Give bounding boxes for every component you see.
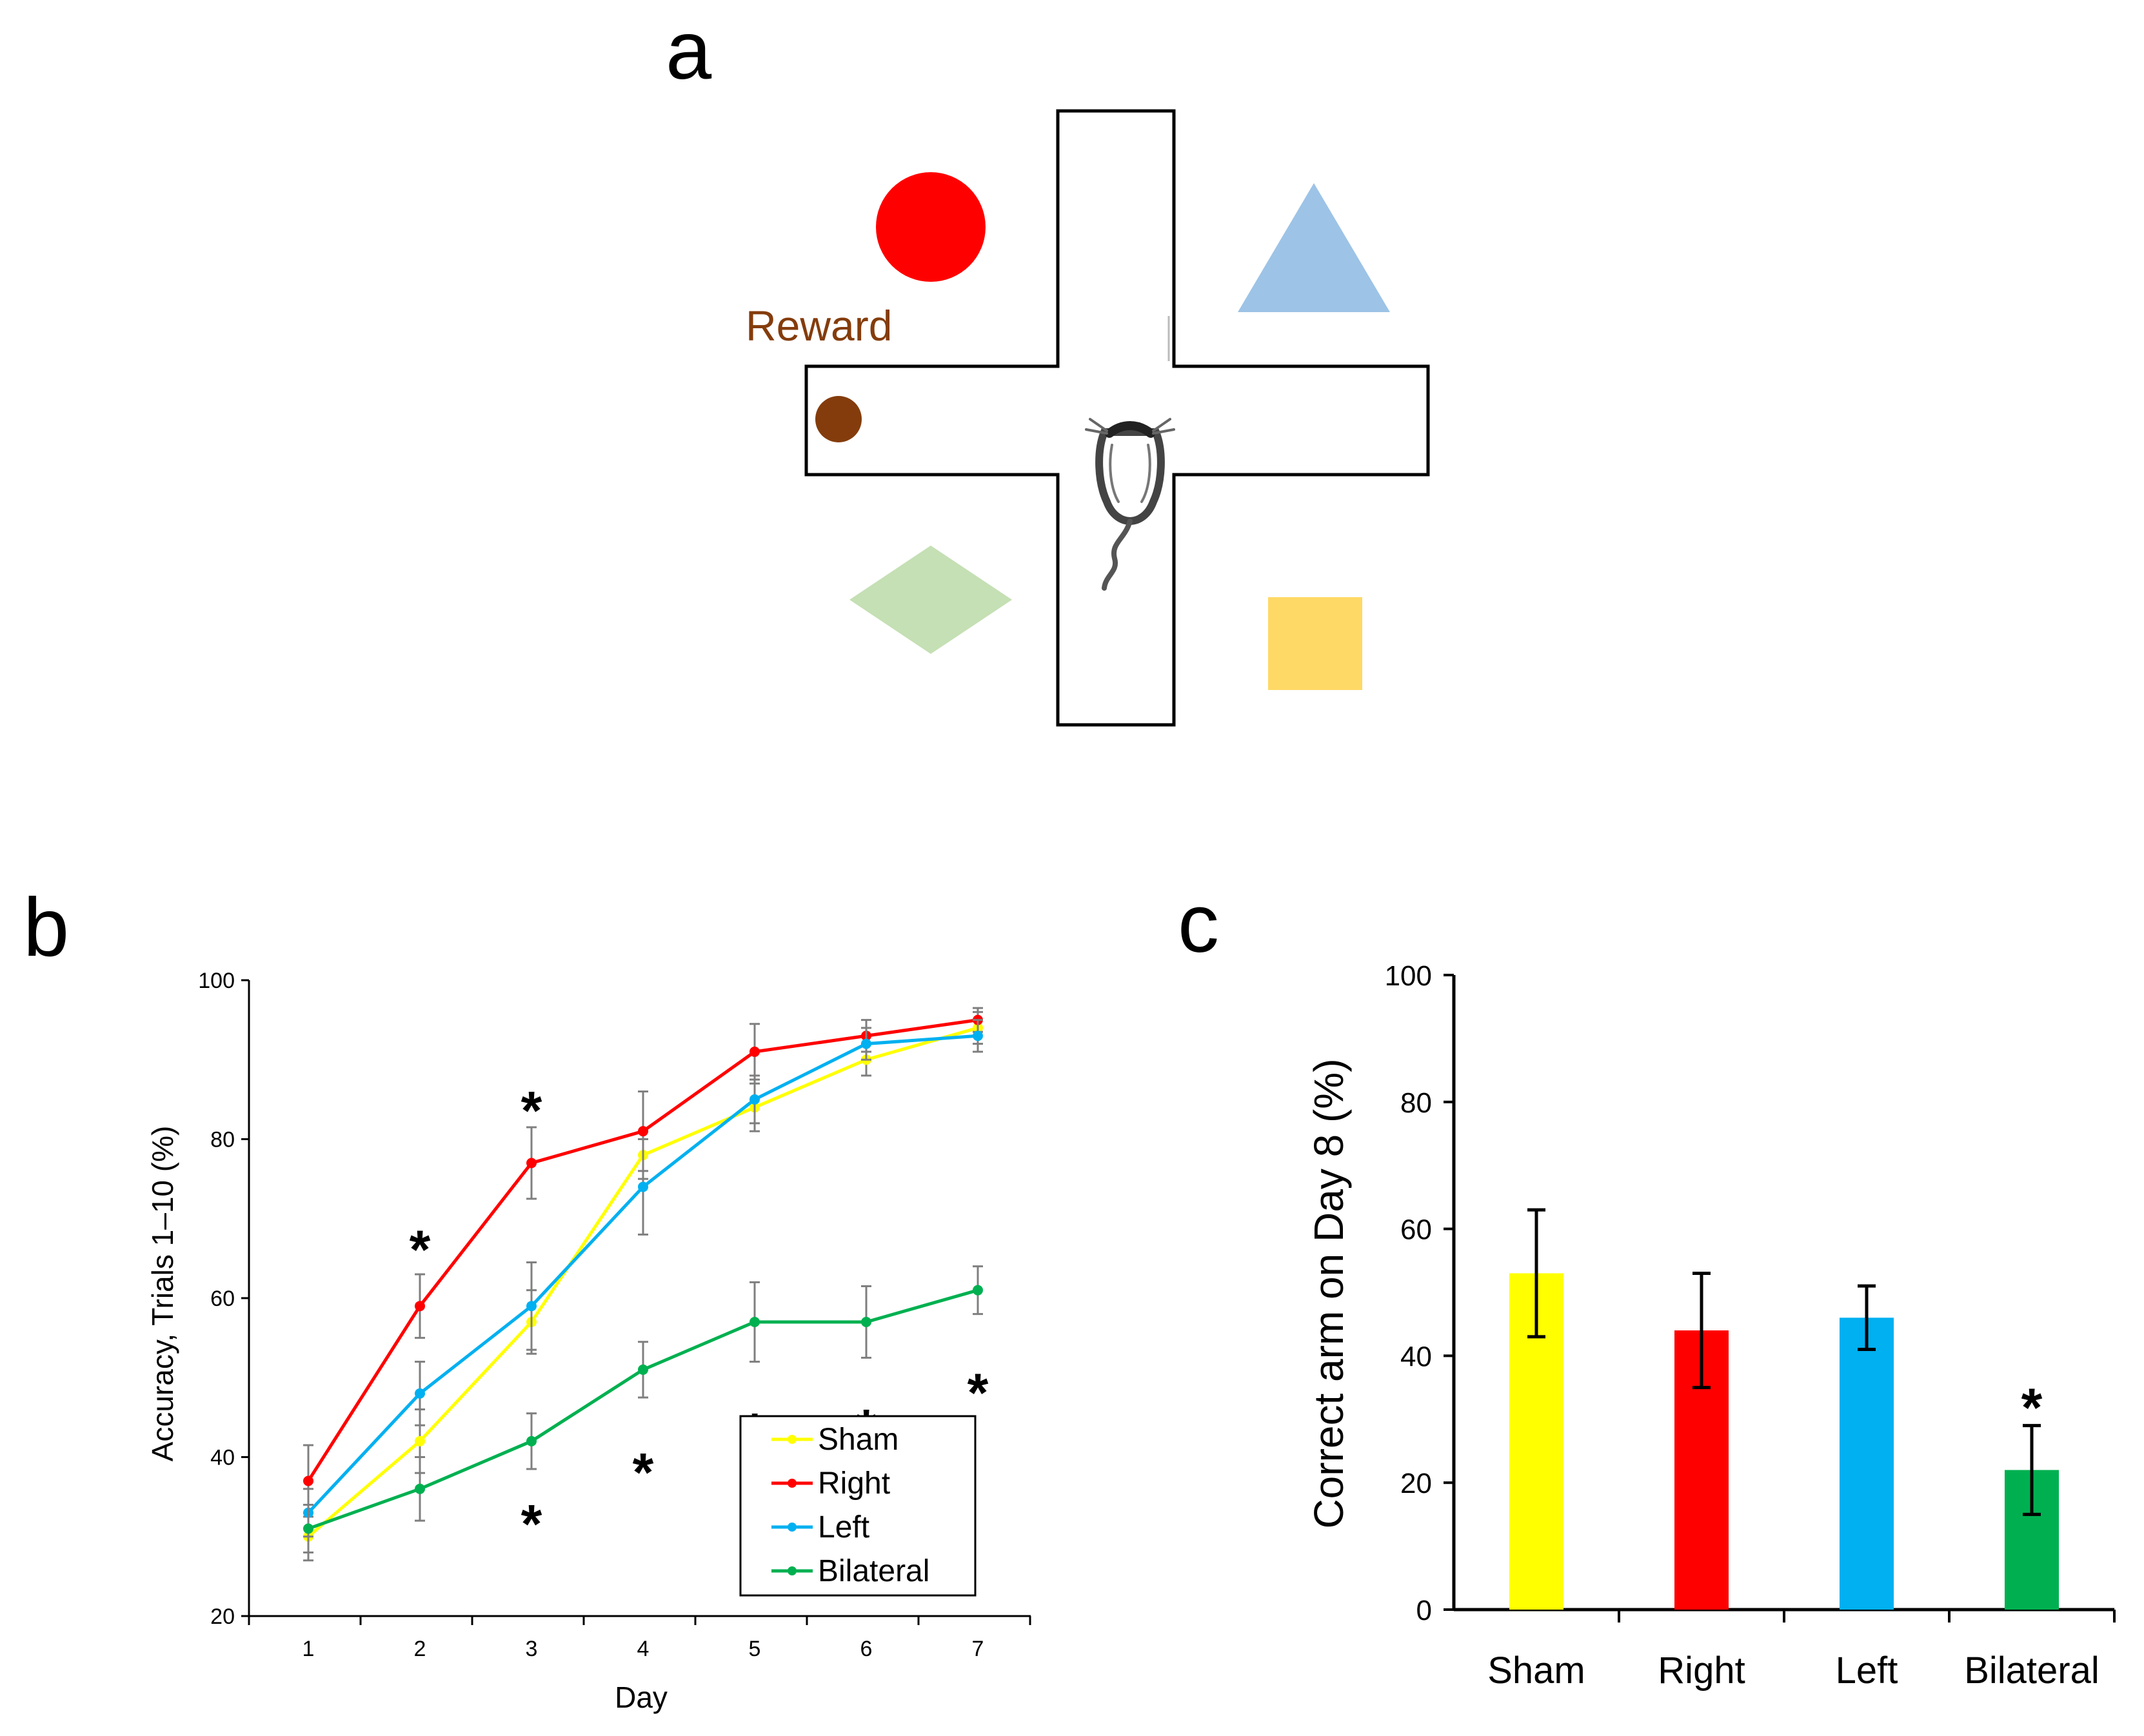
data-point xyxy=(638,1364,648,1375)
chart-c-significance: * xyxy=(2021,1377,2043,1437)
data-point xyxy=(415,1388,425,1399)
cross-maze xyxy=(804,109,1430,727)
x-tick-label-4: 4 xyxy=(637,1637,650,1661)
y-tick-label-100: 100 xyxy=(1385,960,1432,992)
data-point xyxy=(526,1435,537,1446)
data-point xyxy=(526,1158,537,1169)
chart-b-legend: Sham Right Left Bilateral xyxy=(739,1415,977,1597)
significance-star: * xyxy=(521,1494,542,1554)
chart-b-y-axis-label: Accuracy, Trials 1–10 (%) xyxy=(146,1126,179,1462)
chart-b-series xyxy=(303,1007,983,1562)
legend-marker-left xyxy=(788,1523,797,1532)
reward-label: Reward xyxy=(746,302,892,350)
chart-b-x-axis-label: Day xyxy=(615,1681,668,1714)
legend-label-right: Right xyxy=(818,1466,890,1501)
chart-c-x-ticks xyxy=(1618,1610,2116,1623)
series-bilateral xyxy=(303,1265,983,1554)
data-point xyxy=(415,1301,425,1312)
y-tick-label-0: 0 xyxy=(1416,1595,1432,1626)
data-point xyxy=(973,1285,983,1296)
chart-c-category-labels: Sham Right Left Bilateral xyxy=(1487,1650,2099,1692)
category-label-sham: Sham xyxy=(1487,1650,1585,1692)
category-label-right: Right xyxy=(1658,1650,1745,1692)
yellow-square-cue xyxy=(1268,597,1362,690)
panel-b-letter: b xyxy=(23,882,69,974)
panel-a-letter: a xyxy=(666,5,712,97)
chart-b-x-ticks: 1 2 3 4 5 6 7 xyxy=(248,1616,1031,1661)
data-point xyxy=(415,1483,425,1494)
data-point xyxy=(526,1301,537,1312)
data-point xyxy=(415,1435,425,1446)
legend-marker-right xyxy=(788,1479,797,1488)
chart-b-y-ticks: 20 40 60 80 100 xyxy=(198,969,249,1629)
legend-entry-right: Right xyxy=(771,1466,890,1501)
blue-triangle-cue xyxy=(1238,183,1390,312)
y-tick-label-20: 20 xyxy=(1400,1468,1432,1499)
category-label-left: Left xyxy=(1836,1650,1898,1692)
y-tick-label-80: 80 xyxy=(210,1128,235,1152)
data-point xyxy=(973,1031,983,1041)
x-tick-label-3: 3 xyxy=(526,1637,538,1661)
legend-label-sham: Sham xyxy=(818,1423,898,1457)
red-circle-cue xyxy=(876,172,986,282)
significance-star: * xyxy=(633,1442,654,1503)
data-point xyxy=(303,1475,313,1486)
significance-star: * xyxy=(968,1363,989,1423)
bar-left xyxy=(1840,1317,1894,1610)
y-tick-label-60: 60 xyxy=(1400,1214,1432,1246)
legend-label-bilateral: Bilateral xyxy=(818,1554,929,1588)
x-tick-label-1: 1 xyxy=(303,1637,315,1661)
y-tick-label-40: 40 xyxy=(210,1446,235,1470)
y-tick-label-40: 40 xyxy=(1400,1341,1432,1372)
y-tick-label-80: 80 xyxy=(1400,1087,1432,1119)
data-point xyxy=(749,1046,760,1057)
chart-c-bars xyxy=(1509,1208,2059,1610)
legend-marker-bilateral xyxy=(788,1566,797,1575)
data-point xyxy=(749,1094,760,1105)
significance-star: * xyxy=(2021,1377,2043,1437)
category-label-bilateral: Bilateral xyxy=(1964,1650,2099,1692)
legend-box xyxy=(739,1415,977,1597)
panel-c: c 0 20 40 60 80 100 Sham Right Left Bilateral * … xyxy=(1178,878,2116,1692)
legend-entry-left: Left xyxy=(771,1510,869,1544)
rat-icon xyxy=(1085,418,1175,591)
legend-label-left: Left xyxy=(818,1510,869,1544)
x-tick-label-5: 5 xyxy=(749,1637,761,1661)
chart-c: 0 20 40 60 80 100 Sham Right Left Bilateral * Co… xyxy=(1305,960,2116,1692)
legend-marker-sham xyxy=(788,1435,797,1444)
significance-star: * xyxy=(410,1219,431,1280)
x-tick-label-2: 2 xyxy=(414,1637,426,1661)
data-point xyxy=(638,1181,648,1192)
legend-entry-sham: Sham xyxy=(771,1423,898,1457)
chart-c-y-ticks: 0 20 40 60 80 100 xyxy=(1385,960,1454,1626)
x-tick-label-6: 6 xyxy=(860,1637,873,1661)
green-diamond-cue xyxy=(849,546,1012,654)
panel-a: a Reward xyxy=(666,5,1430,727)
data-point xyxy=(749,1316,760,1327)
data-point xyxy=(861,1038,871,1049)
significance-star: * xyxy=(521,1080,542,1141)
data-point xyxy=(303,1523,313,1534)
series-left xyxy=(303,1019,983,1538)
y-tick-label-20: 20 xyxy=(210,1604,235,1629)
legend-entry-bilateral: Bilateral xyxy=(771,1554,929,1588)
data-point xyxy=(638,1126,648,1137)
chart-c-y-axis-label: Correct arm on Day 8 (%) xyxy=(1305,1058,1352,1528)
x-tick-label-7: 7 xyxy=(972,1637,984,1661)
y-tick-label-60: 60 xyxy=(210,1287,235,1311)
data-point xyxy=(861,1316,871,1327)
y-tick-label-100: 100 xyxy=(198,969,235,993)
reward-pellet xyxy=(815,396,862,442)
panel-c-letter: c xyxy=(1178,878,1219,970)
